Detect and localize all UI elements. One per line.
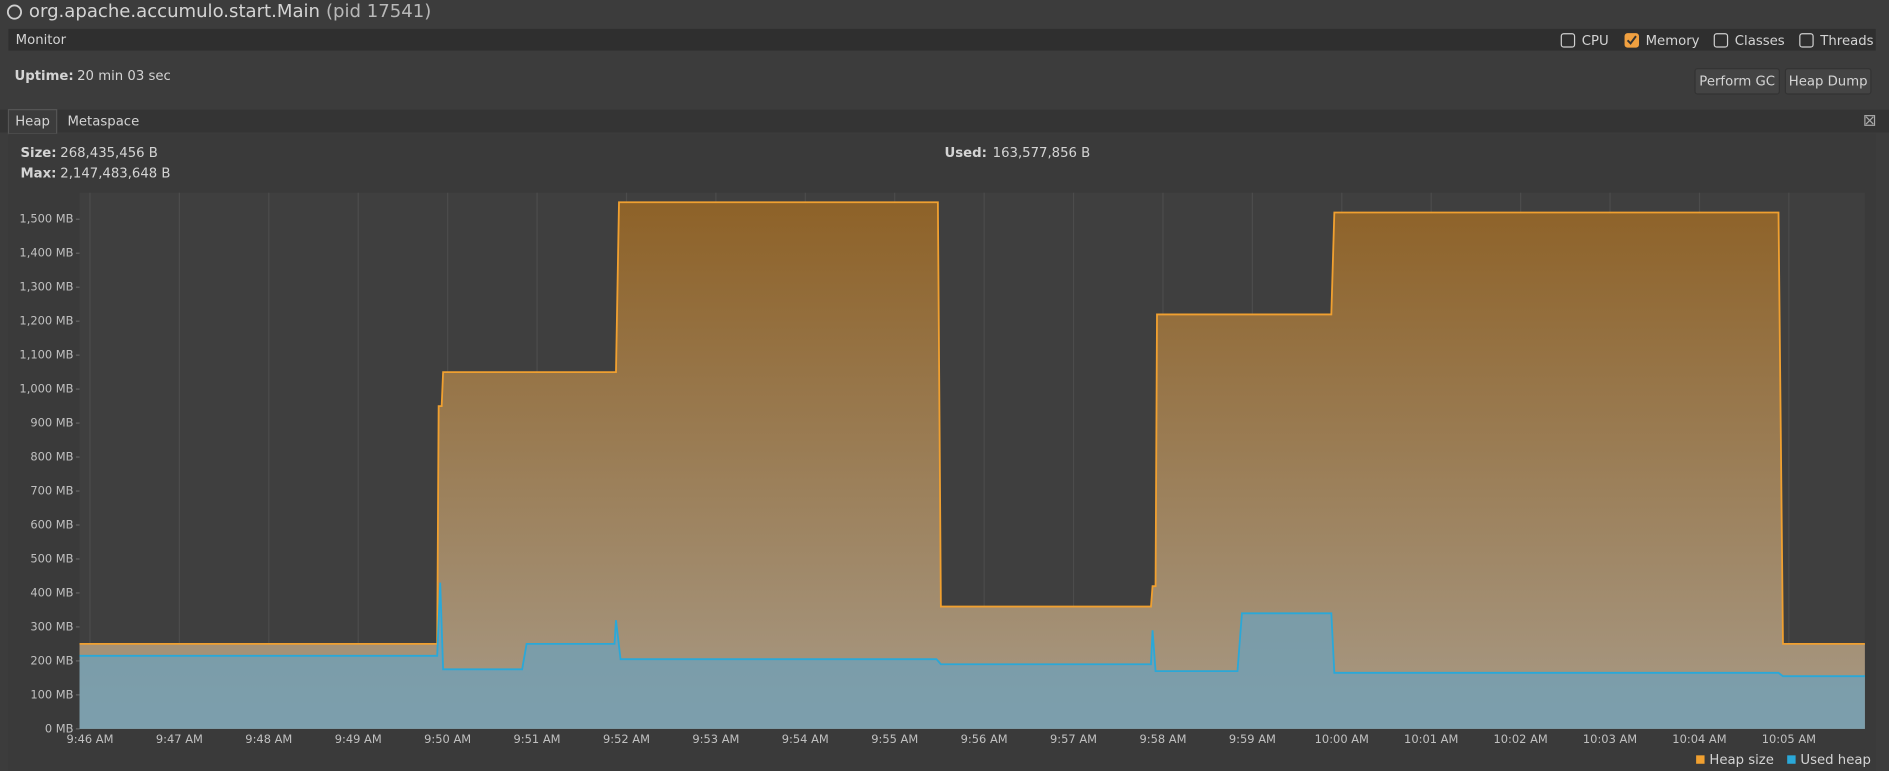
x-tick-label: 9:54 AM: [782, 732, 829, 746]
y-tick-label: 800 MB: [30, 450, 73, 464]
checkmark[interactable]: [1626, 35, 1637, 45]
monitor-label: Monitor: [16, 33, 67, 48]
y-tick-label: 0 MB: [45, 721, 74, 735]
series-line: [79, 582, 1865, 678]
legend-swatch: [1696, 755, 1705, 764]
x-tick-label: 9:53 AM: [692, 732, 739, 746]
close-box[interactable]: [1864, 115, 1876, 126]
checkbox-label[interactable]: Threads: [1819, 34, 1873, 49]
close-icon[interactable]: [1864, 115, 1876, 126]
y-tick-label: 900 MB: [30, 416, 73, 430]
heap-dump-button[interactable]: [1784, 68, 1872, 95]
y-tick-label: 700 MB: [30, 484, 73, 498]
checkbox[interactable]: [1560, 33, 1576, 48]
max-value: 2,147,483,648 B: [60, 166, 170, 181]
x-tick-label: 9:50 AM: [424, 732, 471, 746]
legend-label: Heap size: [1709, 753, 1774, 768]
max-label: Max:: [21, 166, 57, 181]
used-label: Used:: [945, 146, 987, 161]
x-tick-label: 10:03 AM: [1583, 732, 1637, 746]
y-tick-label: 1,500 MB: [19, 212, 73, 226]
y-tick-label: 400 MB: [30, 585, 73, 599]
x-tick-label: 9:48 AM: [245, 732, 292, 746]
x-tick-label: 9:57 AM: [1050, 732, 1097, 746]
checkbox-label[interactable]: Classes: [1735, 34, 1785, 49]
y-tick-label: 1,400 MB: [19, 246, 73, 260]
used-value: 163,577,856 B: [993, 146, 1091, 161]
uptime-label: Uptime:: [14, 69, 73, 84]
x-tick-label: 10:05 AM: [1762, 732, 1816, 746]
y-tick-label: 200 MB: [30, 653, 73, 667]
y-tick-label: 300 MB: [30, 619, 73, 633]
size-label: Size:: [21, 146, 57, 161]
chart: 9:46 AM 9:47 AM 9:48 AM 9:49 AM 9:50 AM 9:51 …: [19, 192, 1871, 768]
heap-tab[interactable]: [7, 109, 58, 135]
y-tick-label: 1,100 MB: [19, 348, 73, 362]
legend-swatch: [1787, 755, 1796, 764]
y-tick-label: 1,300 MB: [19, 280, 73, 294]
x-tick-label: 10:02 AM: [1493, 732, 1547, 746]
y-tick-label: 100 MB: [30, 687, 73, 701]
x-tick-label: 9:59 AM: [1229, 732, 1276, 746]
x-tick-label: 9:55 AM: [871, 732, 918, 746]
monitor-bar: [8, 28, 1876, 51]
x-tick-label: 10:04 AM: [1672, 732, 1726, 746]
series-area: [79, 202, 1865, 729]
metaspace-tab-label[interactable]: Metaspace: [67, 115, 139, 130]
pid: (pid 17541): [326, 1, 431, 22]
x-tick-label: 9:52 AM: [603, 732, 650, 746]
x-tick-label: 9:49 AM: [335, 732, 382, 746]
tab-bar: [0, 109, 1889, 133]
y-tick-label: 1,000 MB: [19, 382, 73, 396]
app-icon: [6, 4, 23, 20]
x-tick-label: 9:47 AM: [156, 732, 203, 746]
y-tick-label: 600 MB: [30, 518, 73, 532]
checkbox-label[interactable]: Memory: [1646, 34, 1700, 49]
perform-gc-label[interactable]: Perform GC: [1699, 74, 1775, 89]
heap-tab-label[interactable]: Heap: [15, 115, 50, 130]
window-title: org.apache.accumulo.start.Main: [29, 1, 320, 22]
x-tick-label: 10:01 AM: [1404, 732, 1458, 746]
legend-label: Used heap: [1800, 753, 1870, 768]
x-tick-label: 9:51 AM: [514, 732, 561, 746]
x-tick-label: 9:56 AM: [961, 732, 1008, 746]
checkbox-label[interactable]: CPU: [1582, 34, 1609, 49]
y-tick-label: 1,200 MB: [19, 314, 73, 328]
uptime-value: 20 min 03 sec: [77, 69, 171, 84]
heap-dump-label[interactable]: Heap Dump: [1789, 74, 1868, 89]
series-area: [79, 582, 1865, 729]
close-x[interactable]: [1865, 116, 1874, 125]
checkbox[interactable]: [1799, 33, 1814, 48]
y-tick-label: 500 MB: [30, 551, 73, 565]
x-tick-label: 10:00 AM: [1315, 732, 1369, 746]
size-value: 268,435,456 B: [60, 146, 158, 161]
x-tick-label: 9:58 AM: [1139, 732, 1186, 746]
checkbox[interactable]: [1713, 33, 1729, 48]
x-tick-label: 9:46 AM: [66, 732, 113, 746]
series-line: [79, 201, 1865, 645]
perform-gc-button[interactable]: [1694, 68, 1780, 95]
